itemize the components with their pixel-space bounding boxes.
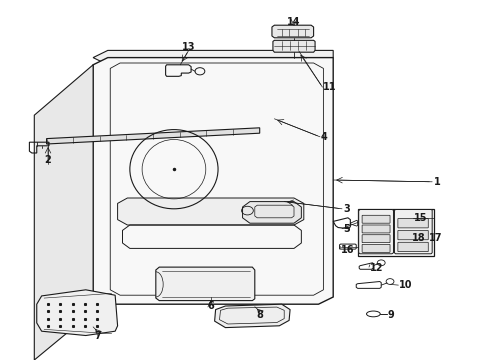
- Text: 4: 4: [321, 132, 328, 142]
- Polygon shape: [359, 210, 393, 254]
- Text: 12: 12: [370, 263, 384, 273]
- Text: 14: 14: [287, 17, 301, 27]
- Polygon shape: [243, 202, 301, 223]
- Polygon shape: [93, 58, 333, 311]
- Polygon shape: [272, 25, 314, 38]
- Text: 15: 15: [414, 213, 428, 223]
- FancyBboxPatch shape: [398, 230, 428, 240]
- Text: 17: 17: [429, 233, 442, 243]
- FancyBboxPatch shape: [362, 225, 390, 233]
- Polygon shape: [93, 50, 333, 65]
- Polygon shape: [215, 304, 290, 328]
- Polygon shape: [34, 65, 93, 360]
- Text: 16: 16: [341, 245, 354, 255]
- Text: 3: 3: [343, 204, 350, 214]
- FancyBboxPatch shape: [398, 219, 428, 228]
- Polygon shape: [394, 210, 432, 254]
- FancyBboxPatch shape: [362, 244, 390, 252]
- Text: 10: 10: [399, 280, 413, 290]
- FancyBboxPatch shape: [362, 235, 390, 243]
- Text: 5: 5: [343, 224, 350, 234]
- Polygon shape: [273, 40, 315, 52]
- Text: 2: 2: [45, 155, 51, 165]
- Polygon shape: [47, 128, 260, 144]
- Text: 6: 6: [207, 301, 214, 311]
- Text: 9: 9: [387, 310, 394, 320]
- Polygon shape: [156, 267, 255, 301]
- Text: 11: 11: [323, 82, 337, 92]
- Polygon shape: [118, 198, 304, 225]
- Text: 13: 13: [182, 42, 196, 52]
- Text: 7: 7: [95, 330, 101, 341]
- Text: 18: 18: [412, 233, 425, 243]
- FancyBboxPatch shape: [362, 215, 390, 223]
- Text: 1: 1: [434, 177, 441, 187]
- Text: 8: 8: [256, 310, 263, 320]
- FancyBboxPatch shape: [398, 242, 428, 252]
- Polygon shape: [37, 290, 118, 336]
